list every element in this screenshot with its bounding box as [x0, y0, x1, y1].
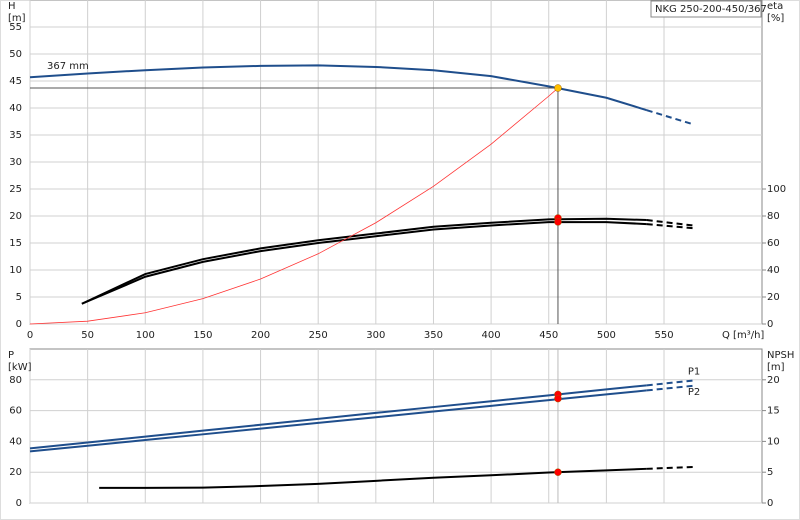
y2-tick-label: 80: [767, 211, 780, 222]
duty-point: [554, 468, 562, 476]
plot-frame: [29, 348, 763, 504]
y-axis-unit: [m]: [8, 13, 26, 24]
y2-tick-label: 100: [767, 184, 786, 195]
x-tick-label: 150: [193, 330, 212, 341]
y-tick-label: 45: [9, 76, 22, 87]
series-line: [99, 467, 647, 489]
series-line-dashed: [646, 384, 693, 392]
chart-title: NKG 250-200-450/367: [655, 4, 767, 15]
x-tick-label: 0: [27, 330, 33, 341]
x-tick-label: 350: [424, 330, 443, 341]
y-tick-label: 40: [9, 436, 22, 447]
x-tick-label: 300: [366, 330, 385, 341]
y2-axis-unit: [%]: [767, 13, 784, 24]
duty-point: [554, 394, 562, 403]
y-tick-label: 35: [9, 130, 22, 141]
y-tick-label: 15: [9, 238, 22, 249]
y-tick-label: 60: [9, 406, 22, 417]
series-label: 367 mm: [47, 61, 89, 72]
y2-tick-label: 0: [767, 319, 773, 330]
y-tick-label: 30: [9, 157, 22, 168]
x-axis-label: Q [m³/h]: [722, 330, 764, 341]
y2-tick-label: 15: [767, 406, 780, 417]
x-tick-label: 550: [654, 330, 673, 341]
y-tick-label: 25: [9, 184, 22, 195]
y-tick-label: 50: [9, 49, 22, 60]
title-box: [650, 0, 762, 18]
series-line: [29, 87, 559, 325]
y2-tick-label: 10: [767, 436, 780, 447]
series-label: P1: [688, 367, 700, 378]
x-tick-label: 200: [251, 330, 270, 341]
y2-tick-label: 5: [767, 467, 773, 478]
y2-tick-label: 40: [767, 265, 780, 276]
series-line: [81, 217, 647, 305]
y2-axis-label: eta: [767, 1, 783, 12]
y2-tick-label: 60: [767, 238, 780, 249]
y-tick-label: 5: [16, 292, 22, 303]
y2-tick-label: 0: [767, 498, 773, 509]
y2-tick-label: 20: [767, 375, 780, 386]
series-label: P2: [688, 387, 700, 398]
y2-axis-unit: [m]: [767, 362, 785, 373]
x-tick-label: 400: [482, 330, 501, 341]
series-line-dashed: [646, 219, 693, 227]
y-tick-label: 55: [9, 22, 22, 33]
y-tick-label: 20: [9, 467, 22, 478]
y2-tick-label: 20: [767, 292, 780, 303]
series-line-dashed: [646, 379, 693, 387]
y-axis-label: H: [8, 1, 16, 12]
y-tick-label: 0: [16, 498, 22, 509]
series-line: [81, 221, 647, 305]
x-tick-label: 50: [81, 330, 94, 341]
y-tick-label: 0: [16, 319, 22, 330]
series-line-dashed: [646, 109, 694, 126]
x-tick-label: 250: [309, 330, 328, 341]
x-tick-label: 100: [136, 330, 155, 341]
duty-point: [554, 84, 562, 92]
y-tick-label: 40: [9, 103, 22, 114]
y-tick-label: 10: [9, 265, 22, 276]
duty-point: [554, 218, 562, 226]
series-line-dashed: [646, 223, 693, 230]
y-axis-label: P: [8, 350, 14, 361]
x-tick-label: 500: [597, 330, 616, 341]
y2-axis-label: NPSH: [767, 350, 794, 361]
x-tick-label: 450: [539, 330, 558, 341]
y-tick-label: 80: [9, 375, 22, 386]
y-tick-label: 20: [9, 211, 22, 222]
y-axis-unit: [kW]: [8, 362, 32, 373]
series-line-dashed: [646, 465, 693, 470]
